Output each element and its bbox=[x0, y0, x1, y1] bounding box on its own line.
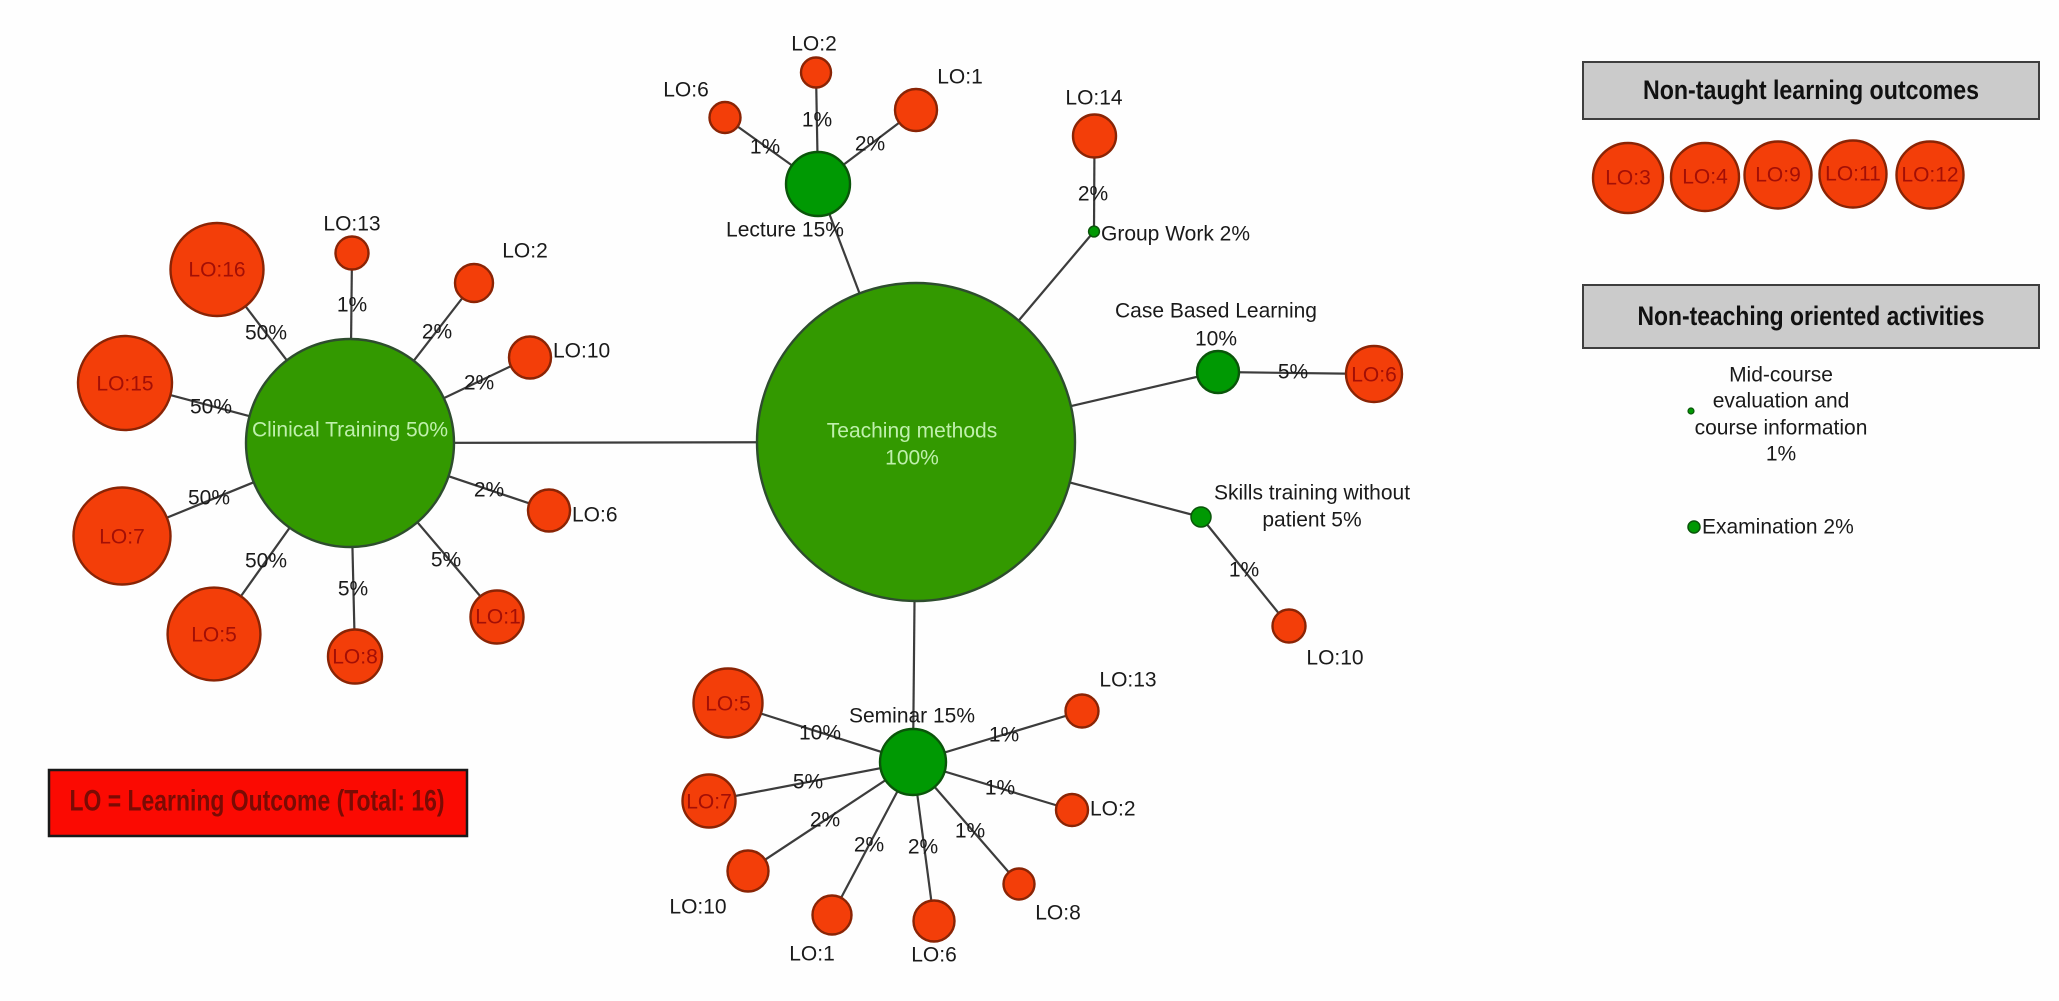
svg-text:Clinical Training 50%: Clinical Training 50% bbox=[252, 419, 448, 442]
svg-text:LO:14: LO:14 bbox=[1065, 87, 1123, 110]
svg-text:course information: course information bbox=[1695, 417, 1868, 440]
svg-text:LO:4: LO:4 bbox=[1682, 166, 1728, 189]
svg-text:Non-teaching oriented activiti: Non-teaching oriented activities bbox=[1638, 301, 1985, 331]
svg-text:LO:6: LO:6 bbox=[911, 944, 957, 967]
svg-text:Skills training without: Skills training without bbox=[1214, 482, 1410, 505]
svg-text:5%: 5% bbox=[338, 578, 368, 601]
svg-text:LO:13: LO:13 bbox=[323, 213, 380, 236]
svg-text:1%: 1% bbox=[750, 136, 780, 159]
svg-text:LO:6: LO:6 bbox=[1351, 364, 1397, 387]
svg-text:LO:8: LO:8 bbox=[1035, 902, 1081, 925]
svg-text:1%: 1% bbox=[1766, 443, 1796, 466]
svg-text:LO:6: LO:6 bbox=[663, 79, 709, 102]
svg-text:evaluation and: evaluation and bbox=[1713, 390, 1850, 413]
svg-text:10%: 10% bbox=[1195, 328, 1237, 351]
svg-text:LO:1: LO:1 bbox=[789, 943, 835, 966]
svg-text:LO:16: LO:16 bbox=[188, 259, 245, 282]
svg-text:Mid-course: Mid-course bbox=[1729, 364, 1833, 387]
svg-text:10%: 10% bbox=[799, 722, 841, 745]
svg-text:LO:1: LO:1 bbox=[475, 606, 521, 629]
svg-text:50%: 50% bbox=[188, 487, 230, 510]
svg-text:Non-taught learning outcomes: Non-taught learning outcomes bbox=[1643, 75, 1979, 105]
svg-text:2%: 2% bbox=[464, 372, 494, 395]
svg-text:2%: 2% bbox=[422, 321, 452, 344]
svg-text:2%: 2% bbox=[1078, 183, 1108, 206]
svg-text:LO:5: LO:5 bbox=[191, 624, 237, 647]
svg-text:1%: 1% bbox=[802, 109, 832, 132]
svg-text:2%: 2% bbox=[854, 834, 884, 857]
svg-text:Case Based Learning: Case Based Learning bbox=[1115, 300, 1317, 323]
svg-text:LO:2: LO:2 bbox=[502, 240, 548, 263]
svg-text:LO:2: LO:2 bbox=[791, 33, 837, 56]
svg-text:50%: 50% bbox=[190, 396, 232, 419]
svg-text:1%: 1% bbox=[989, 724, 1019, 747]
svg-text:LO:15: LO:15 bbox=[96, 373, 153, 396]
svg-text:LO:10: LO:10 bbox=[1306, 647, 1363, 670]
svg-text:2%: 2% bbox=[855, 133, 885, 156]
svg-text:1%: 1% bbox=[955, 820, 985, 843]
svg-text:LO:7: LO:7 bbox=[686, 791, 732, 814]
svg-text:100%: 100% bbox=[885, 447, 939, 470]
svg-text:5%: 5% bbox=[793, 771, 823, 794]
svg-text:LO:10: LO:10 bbox=[669, 896, 726, 919]
svg-text:2%: 2% bbox=[908, 836, 938, 859]
svg-text:LO:13: LO:13 bbox=[1099, 669, 1156, 692]
svg-text:50%: 50% bbox=[245, 322, 287, 345]
svg-text:Teaching methods: Teaching methods bbox=[827, 420, 997, 443]
svg-text:LO:11: LO:11 bbox=[1825, 163, 1881, 186]
svg-text:1%: 1% bbox=[1229, 559, 1259, 582]
svg-text:Lecture 15%: Lecture 15% bbox=[726, 219, 844, 242]
svg-text:LO:12: LO:12 bbox=[1901, 164, 1958, 187]
svg-text:LO:3: LO:3 bbox=[1605, 167, 1651, 190]
svg-text:LO:1: LO:1 bbox=[937, 66, 983, 89]
svg-text:patient 5%: patient 5% bbox=[1262, 509, 1361, 532]
svg-text:LO:10: LO:10 bbox=[553, 340, 610, 363]
svg-text:1%: 1% bbox=[337, 294, 367, 317]
svg-text:LO:2: LO:2 bbox=[1090, 798, 1136, 821]
svg-text:50%: 50% bbox=[245, 550, 287, 573]
svg-text:Seminar 15%: Seminar 15% bbox=[849, 705, 975, 728]
svg-text:LO:6: LO:6 bbox=[572, 504, 618, 527]
svg-text:Examination 2%: Examination 2% bbox=[1702, 516, 1854, 539]
svg-text:1%: 1% bbox=[985, 777, 1015, 800]
svg-text:LO:9: LO:9 bbox=[1755, 164, 1801, 187]
svg-text:5%: 5% bbox=[1278, 361, 1308, 384]
svg-text:LO = Learning Outcome (Total:: LO = Learning Outcome (Total: 16) bbox=[70, 785, 445, 818]
svg-text:2%: 2% bbox=[810, 809, 840, 832]
svg-text:LO:5: LO:5 bbox=[705, 693, 751, 716]
svg-text:LO:7: LO:7 bbox=[99, 526, 145, 549]
svg-text:Group Work 2%: Group Work 2% bbox=[1101, 223, 1250, 246]
svg-text:5%: 5% bbox=[431, 549, 461, 572]
svg-text:LO:8: LO:8 bbox=[332, 646, 378, 669]
svg-text:2%: 2% bbox=[474, 479, 504, 502]
